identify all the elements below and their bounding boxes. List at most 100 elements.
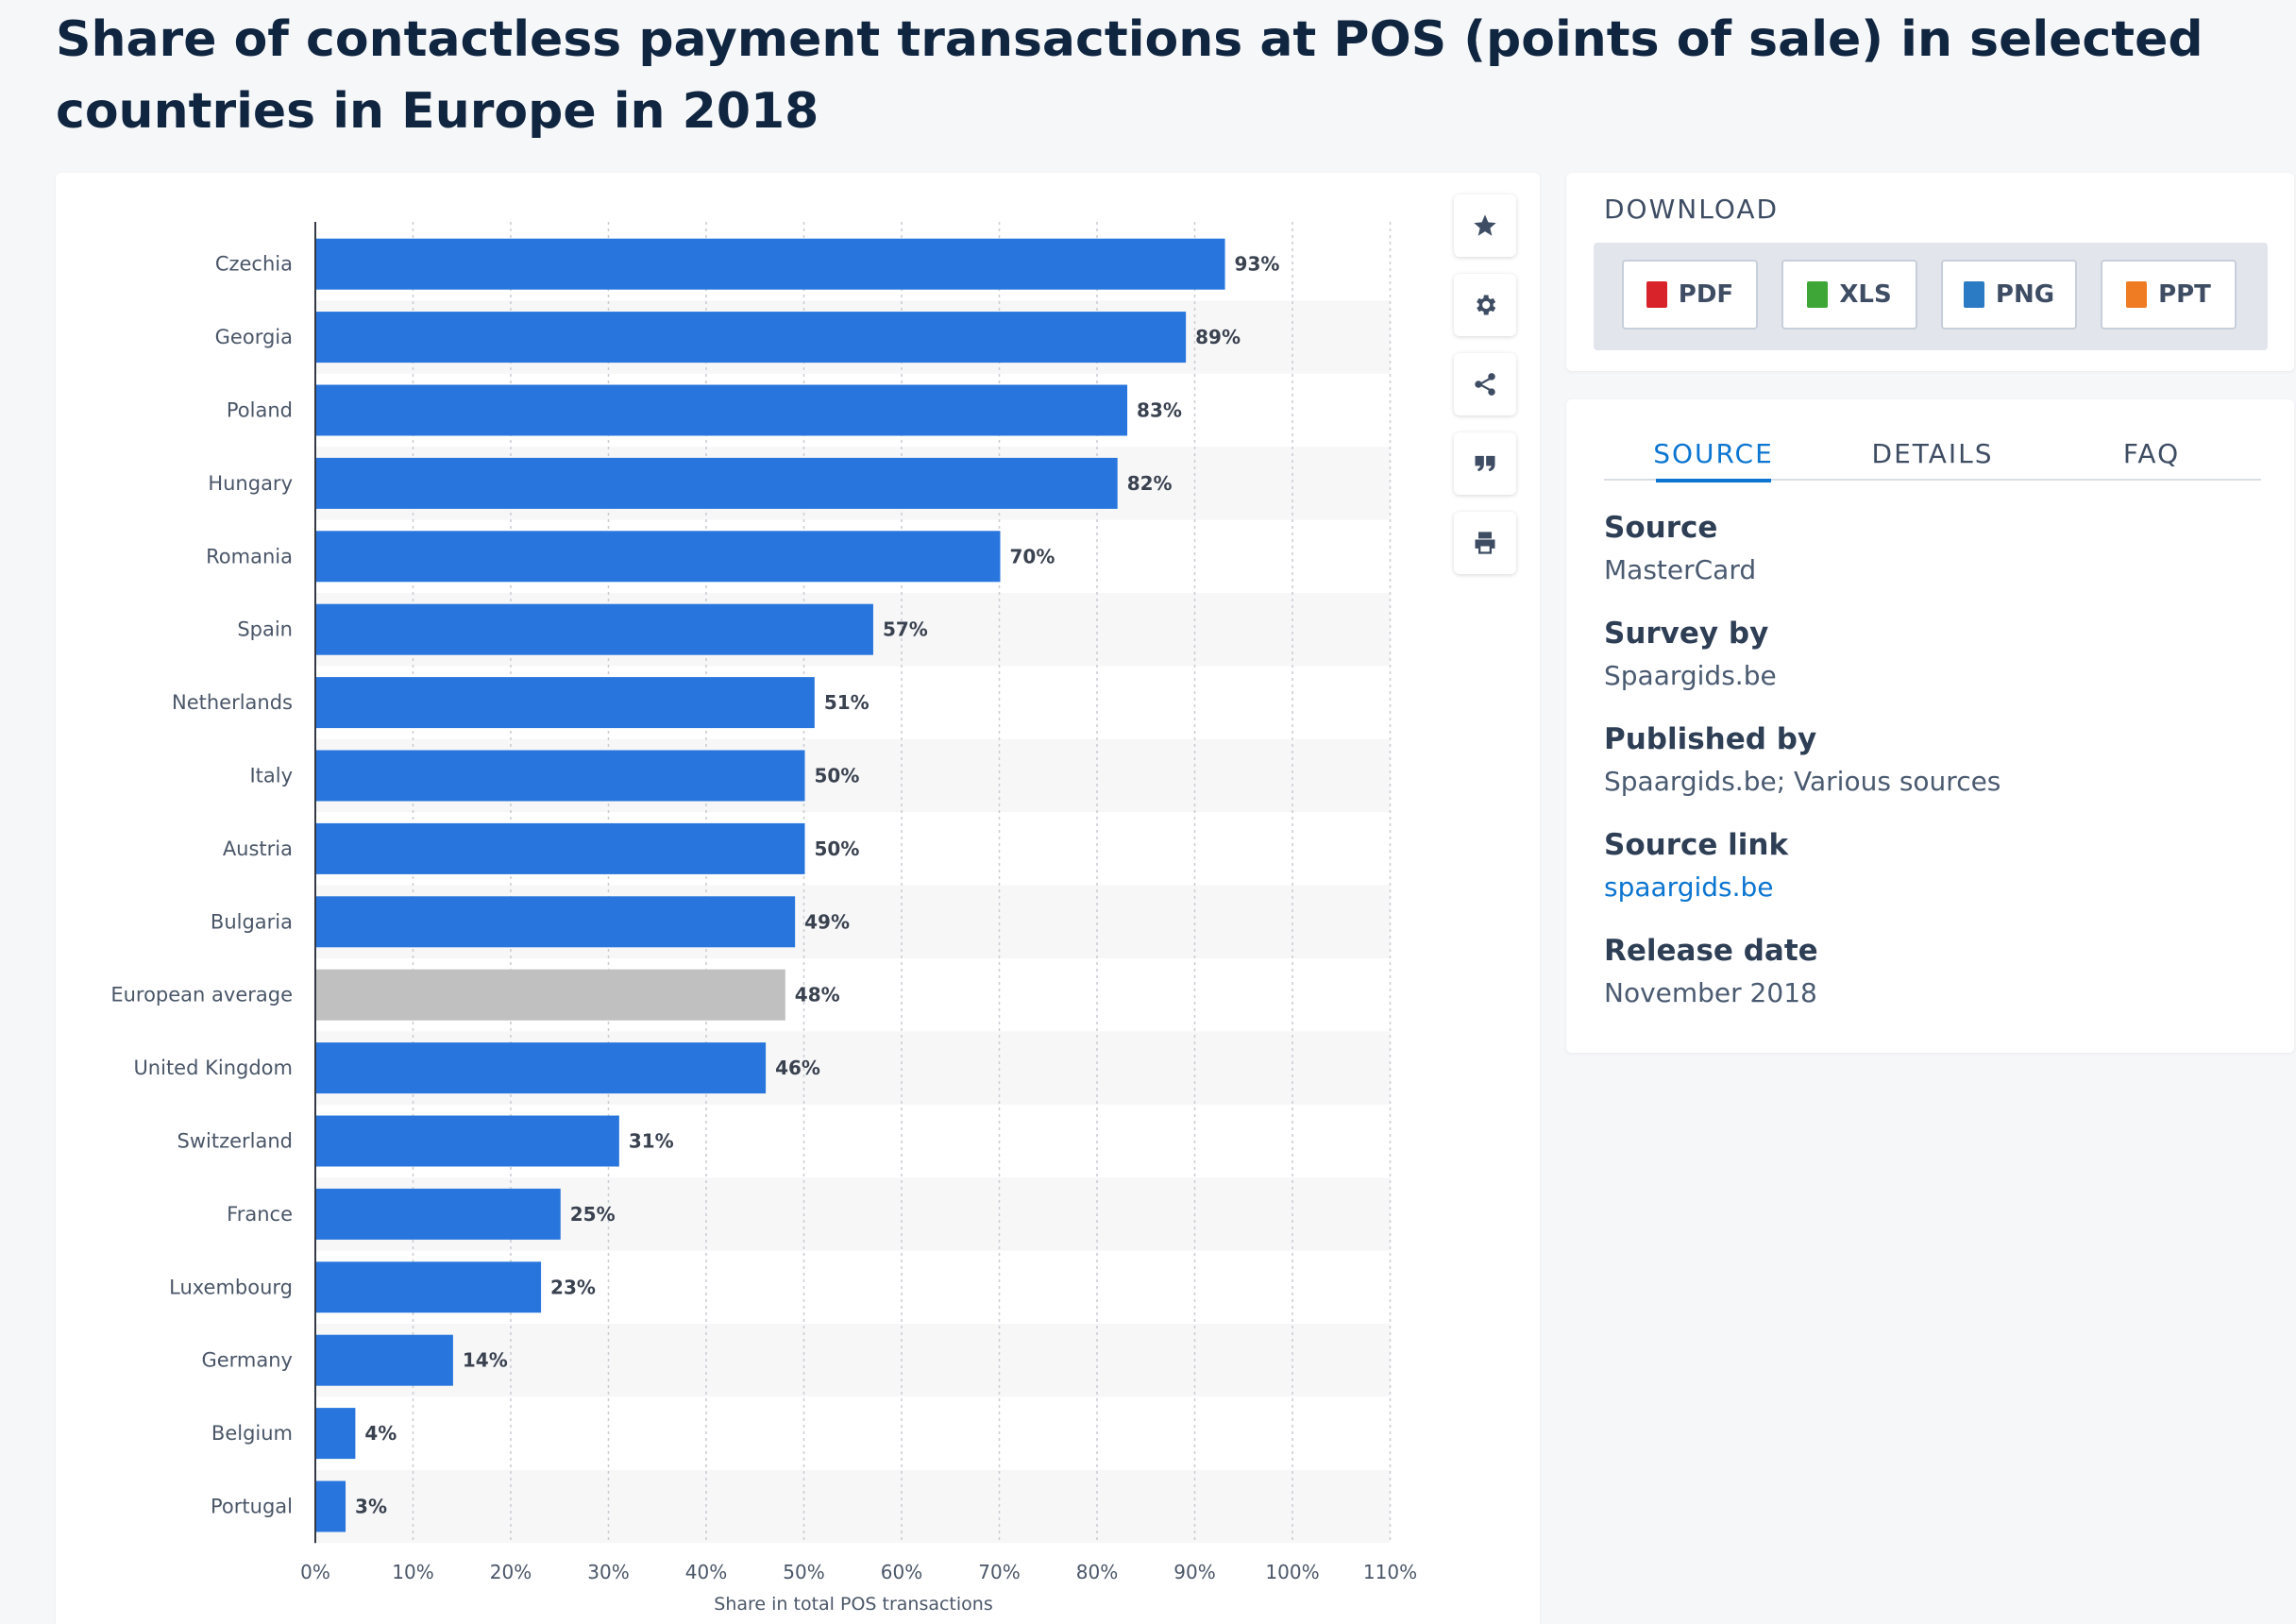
tab-faq[interactable]: FAQ	[2122, 438, 2181, 469]
data-label: 82%	[1127, 472, 1173, 495]
xls-file-icon	[1807, 281, 1829, 308]
bar	[316, 969, 785, 1021]
data-label: 23%	[550, 1276, 596, 1298]
settings-button[interactable]	[1454, 274, 1516, 336]
x-tick-label: 90%	[1173, 1561, 1215, 1583]
survey-by-label: Survey by	[1604, 617, 1769, 651]
category-label: Poland	[227, 399, 293, 422]
category-label: Netherlands	[172, 691, 293, 714]
data-label: 51%	[824, 691, 869, 714]
data-label: 83%	[1137, 399, 1182, 422]
category-label: United Kingdom	[133, 1057, 293, 1079]
category-label: Hungary	[208, 472, 293, 495]
print-button[interactable]	[1454, 512, 1516, 574]
data-label: 49%	[804, 910, 850, 933]
favorite-button[interactable]	[1454, 195, 1516, 257]
category-label: Austria	[223, 837, 293, 860]
tab-source[interactable]: SOURCE	[1604, 433, 1823, 482]
category-label: Belgium	[211, 1422, 293, 1445]
bar	[316, 896, 796, 948]
data-label: 89%	[1195, 326, 1241, 348]
bar	[316, 677, 815, 729]
category-label: Czechia	[215, 253, 293, 276]
bar-chart: 0% 10% 20% 30% 40% 50% 60% 70% 80% 90% 100% 110% Cze…	[110, 222, 1417, 1615]
bar	[316, 384, 1128, 436]
bar	[316, 750, 805, 802]
published-by-value: Spaargids.be; Various sources	[1604, 766, 2001, 797]
download-ppt-button[interactable]: PPT	[2101, 260, 2237, 330]
source-link[interactable]: spaargids.be	[1604, 871, 1774, 903]
bar	[316, 822, 805, 874]
data-label: 14%	[463, 1349, 508, 1372]
download-pdf-button[interactable]: PDF	[1622, 260, 1758, 330]
row-stripe	[315, 1469, 1391, 1544]
data-label: 46%	[775, 1057, 820, 1079]
download-ppt-label: PPT	[2158, 280, 2211, 309]
category-label: Germany	[201, 1349, 293, 1372]
download-panel: DOWNLOAD PDF XLS PNG PPT	[1566, 173, 2294, 371]
source-label: Source	[1604, 511, 1718, 545]
bar	[316, 1188, 561, 1240]
download-pdf-label: PDF	[1678, 280, 1734, 309]
download-xls-label: XLS	[1839, 280, 1892, 309]
share-button[interactable]	[1454, 353, 1516, 415]
bar	[316, 1261, 542, 1313]
x-tick-label: 20%	[490, 1561, 532, 1583]
download-xls-button[interactable]: XLS	[1781, 260, 1917, 330]
cite-button[interactable]	[1454, 432, 1516, 495]
bar	[316, 1408, 356, 1460]
bar	[316, 1115, 619, 1167]
category-label: Spain	[237, 618, 293, 641]
tab-details[interactable]: DETAILS	[1871, 438, 1994, 469]
category-label: European average	[110, 984, 293, 1007]
category-label: Georgia	[215, 326, 293, 348]
data-label: 57%	[883, 618, 928, 641]
category-label: Bulgaria	[211, 910, 293, 933]
info-tabs: SOURCE DETAILS FAQ	[1604, 433, 2261, 482]
download-png-button[interactable]: PNG	[1941, 260, 2077, 330]
x-tick-label: 0%	[300, 1561, 330, 1583]
quote-icon	[1475, 455, 1495, 472]
ppt-file-icon	[2126, 281, 2148, 308]
x-tick-label: 110%	[1363, 1561, 1417, 1583]
category-label: Italy	[249, 765, 293, 787]
x-axis-title: Share in total POS transactions	[714, 1594, 992, 1615]
x-tick-label: 40%	[685, 1561, 727, 1583]
bar	[316, 457, 1118, 509]
category-label: Luxembourg	[169, 1276, 293, 1298]
bar	[316, 312, 1187, 364]
data-label: 50%	[815, 837, 860, 860]
category-label: Switzerland	[177, 1130, 294, 1153]
png-file-icon	[1963, 281, 1984, 308]
x-tick-label: 70%	[978, 1561, 1020, 1583]
source-link-label: Source link	[1604, 828, 1789, 862]
bar	[316, 1334, 453, 1386]
bar	[316, 1042, 767, 1094]
bar	[316, 1480, 346, 1532]
row-stripe	[315, 1324, 1391, 1397]
x-tick-label: 50%	[783, 1561, 824, 1583]
source-info-panel: SOURCE DETAILS FAQ Source MasterCard Sur…	[1566, 399, 2294, 1053]
x-tick-label: 30%	[587, 1561, 629, 1583]
category-label: Romania	[206, 545, 293, 567]
page-title: Share of contactless payment transaction…	[56, 11, 2203, 140]
bar	[316, 531, 1001, 583]
download-title: DOWNLOAD	[1604, 194, 1780, 225]
chart-card: 0% 10% 20% 30% 40% 50% 60% 70% 80% 90% 100% 110% Cze…	[56, 173, 1540, 1624]
data-label: 25%	[570, 1203, 616, 1226]
bar	[316, 238, 1225, 290]
survey-by-value: Spaargids.be	[1604, 660, 1777, 691]
data-label: 93%	[1235, 253, 1280, 276]
x-tick-label: 10%	[392, 1561, 433, 1583]
data-label: 4%	[364, 1422, 397, 1445]
published-by-label: Published by	[1604, 722, 1817, 756]
x-tick-label: 80%	[1076, 1561, 1118, 1583]
x-tick-label: 60%	[881, 1561, 922, 1583]
release-date-label: Release date	[1604, 934, 1818, 968]
x-tick-label: 100%	[1265, 1561, 1319, 1583]
share-icon	[1475, 373, 1495, 396]
source-value: MasterCard	[1604, 554, 1757, 585]
download-png-label: PNG	[1995, 280, 2055, 309]
data-label: 31%	[629, 1130, 674, 1153]
bar	[316, 603, 873, 655]
